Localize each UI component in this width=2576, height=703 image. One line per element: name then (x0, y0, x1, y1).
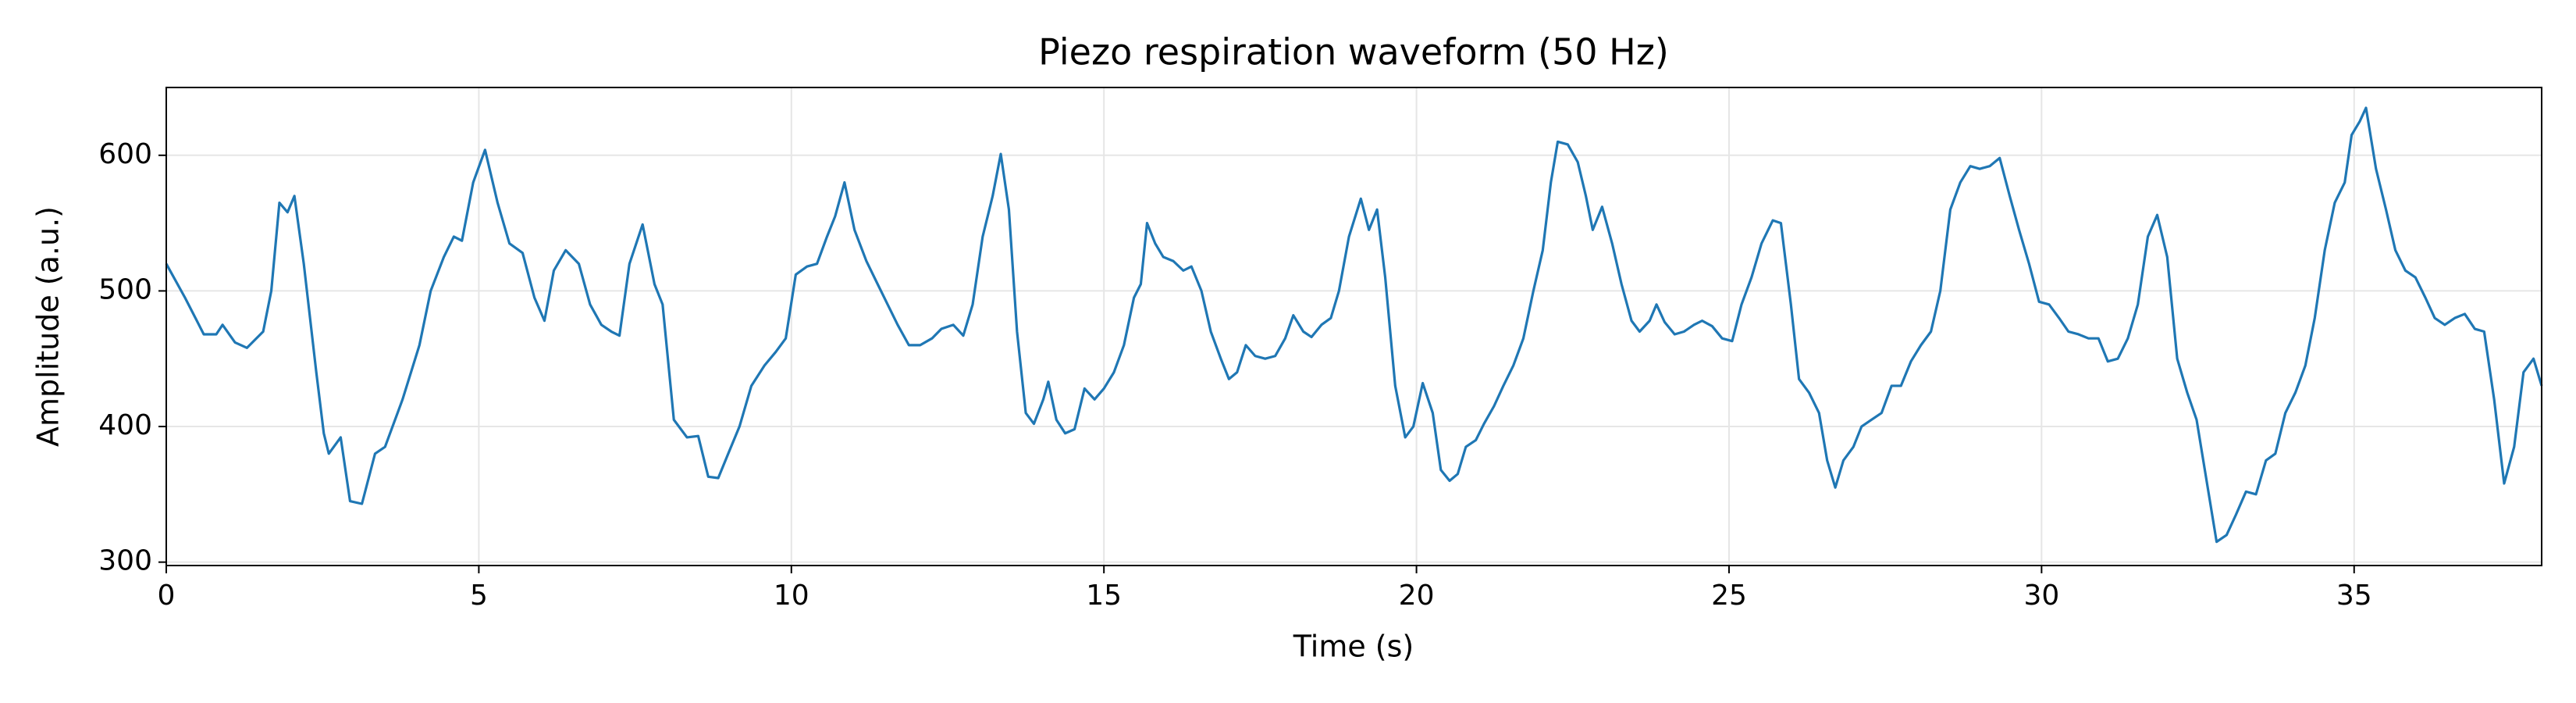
chart-title: Piezo respiration waveform (50 Hz) (1038, 31, 1669, 73)
x-tick-label: 5 (470, 580, 488, 612)
x-tick-label: 0 (158, 580, 176, 612)
x-tick-label: 15 (1086, 580, 1122, 612)
x-tick-label: 20 (1399, 580, 1435, 612)
plot-frame (165, 87, 2542, 566)
waveform-line (165, 106, 2543, 544)
x-tick-label: 10 (774, 580, 809, 612)
y-tick-label: 600 (98, 138, 152, 170)
y-tick-label: 300 (98, 545, 152, 577)
y-tick-label: 500 (98, 273, 152, 305)
x-axis-label: Time (s) (1293, 630, 1414, 664)
x-tick-label: 30 (2023, 580, 2059, 612)
y-axis-label: Amplitude (a.u.) (31, 206, 66, 447)
y-tick-label: 400 (98, 409, 152, 441)
x-tick-label: 25 (1711, 580, 1747, 612)
x-tick-label: 35 (2336, 580, 2372, 612)
